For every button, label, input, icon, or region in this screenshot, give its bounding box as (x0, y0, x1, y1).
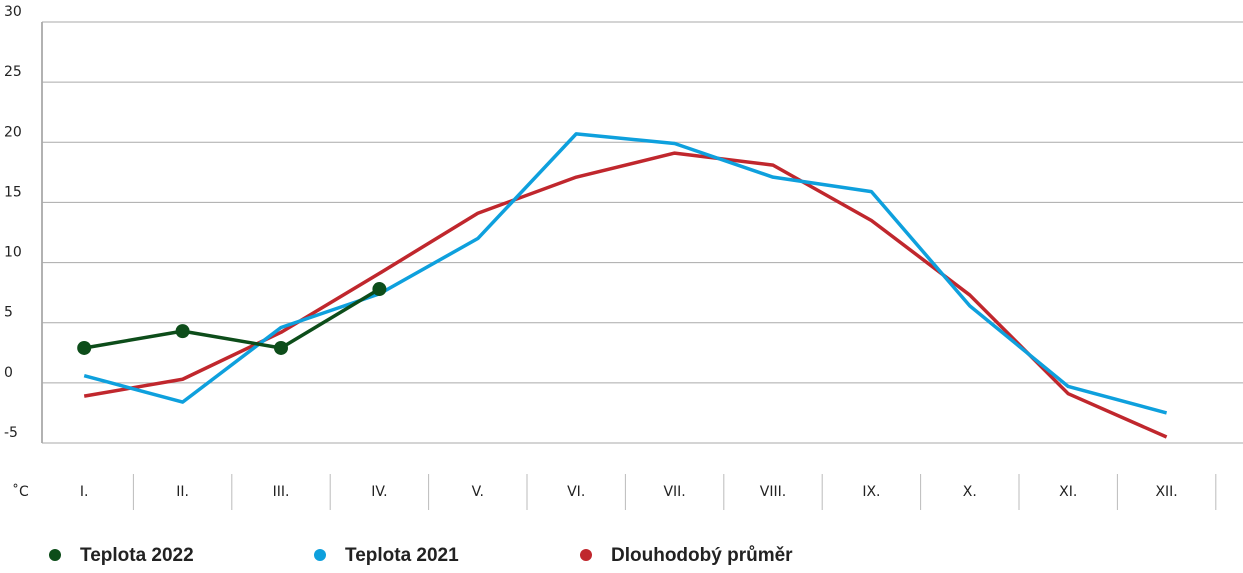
y-tick-label: 20 (4, 124, 22, 140)
legend-label: Teplota 2022 (80, 545, 194, 566)
series-line (83, 287, 381, 350)
x-tick-label: III. (273, 484, 290, 500)
y-tick-label: 30 (4, 4, 22, 20)
x-tick-label: IV. (371, 484, 387, 500)
marker (372, 282, 387, 297)
legend-label: Dlouhodobý průměr (611, 545, 793, 566)
legend-swatch (314, 549, 326, 561)
legend-swatch (49, 549, 61, 561)
x-tick-label: V. (472, 484, 484, 500)
x-tick-label: XI. (1059, 484, 1077, 500)
y-tick-label: 5 (4, 305, 13, 321)
y-tick-label: 15 (4, 184, 22, 200)
x-tick-label: VIII. (760, 484, 786, 500)
x-tick-label: X. (963, 484, 977, 500)
x-tick-label: VI. (567, 484, 585, 500)
marker (274, 340, 288, 355)
y-tick-label: 10 (4, 245, 22, 261)
x-tick-label: IX. (862, 484, 880, 500)
y-axis-label: ˚C (12, 483, 29, 500)
legend-swatch (580, 549, 592, 561)
y-tick-label: 0 (4, 365, 13, 381)
x-tick-label: I. (80, 484, 89, 500)
x-tick-label: XII. (1155, 484, 1177, 500)
y-tick-label: -5 (4, 425, 18, 441)
marker (175, 324, 190, 339)
series-line (83, 151, 1168, 439)
legend-label: Teplota 2021 (345, 545, 459, 566)
series-line (83, 132, 1168, 415)
x-tick-label: II. (176, 484, 189, 500)
marker (77, 340, 92, 355)
y-tick-label: 25 (4, 64, 22, 80)
x-tick-label: VII. (663, 484, 685, 500)
